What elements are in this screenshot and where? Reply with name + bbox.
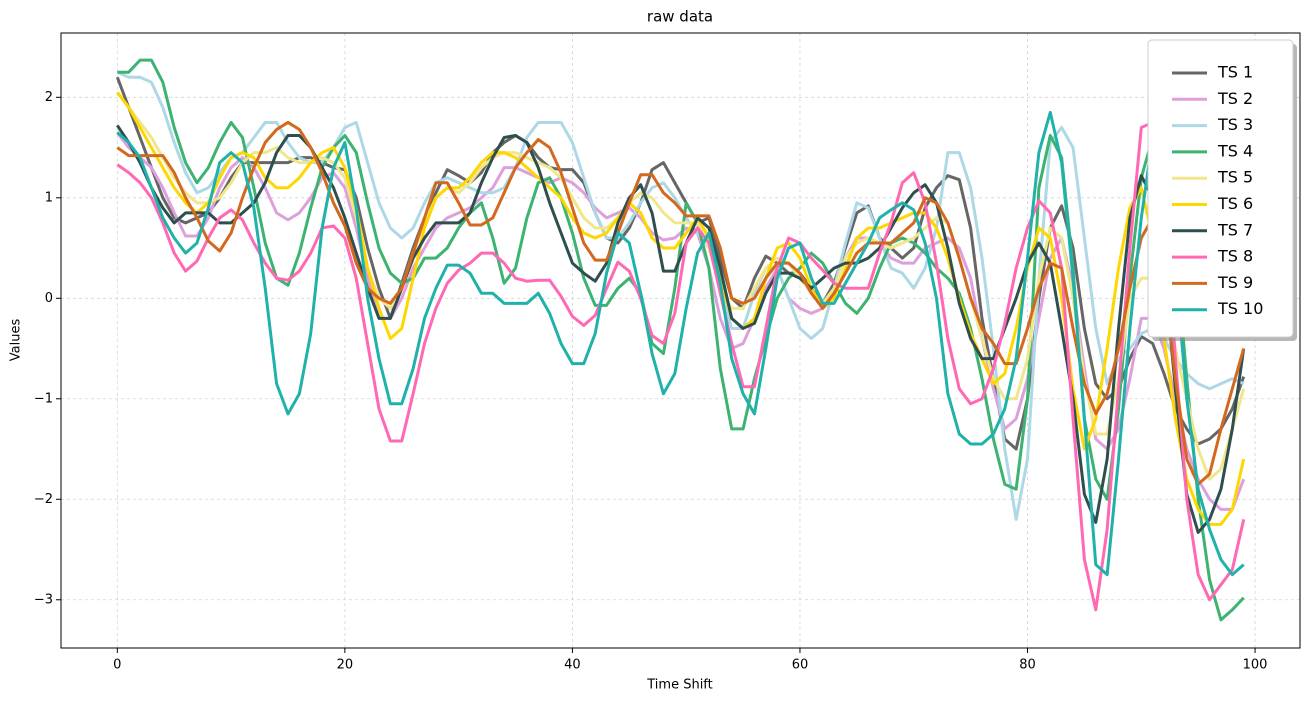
series-line: [116, 91, 1246, 526]
plot-frame: [60, 32, 1301, 649]
y-tick-label: 0: [45, 291, 53, 306]
legend-label: TS 7: [1217, 220, 1253, 239]
legend-label: TS 10: [1217, 299, 1263, 318]
x-tick-label: 20: [337, 658, 354, 673]
legend-label: TS 8: [1217, 247, 1253, 266]
series-line: [115, 76, 1246, 451]
chart-title: raw data: [647, 8, 713, 26]
legend-label: TS 1: [1217, 63, 1253, 82]
x-tick-label: 0: [113, 658, 121, 673]
legend-label: TS 6: [1217, 194, 1253, 213]
x-tick-label: 40: [564, 658, 581, 673]
y-tick-label: −3: [34, 592, 53, 607]
series-line: [116, 120, 1246, 612]
y-tick-label: −1: [34, 391, 53, 406]
legend-label: TS 3: [1217, 115, 1253, 134]
series-line: [116, 91, 1246, 481]
x-tick-label: 100: [1243, 658, 1268, 673]
x-tick-label: 80: [1019, 658, 1036, 673]
legend-box: [1147, 39, 1294, 338]
legend-label: TS 4: [1217, 141, 1253, 160]
series-line: [116, 120, 1246, 486]
series-line: [117, 58, 1245, 622]
series-line: [116, 131, 1246, 511]
legend-label: TS 2: [1217, 89, 1253, 108]
series-line: [116, 110, 1245, 577]
series-line: [116, 124, 1246, 534]
x-tick-label: 60: [792, 658, 809, 673]
x-axis-label: Time Shift: [646, 678, 713, 693]
y-axis-label: Values: [9, 319, 24, 362]
legend-label: TS 5: [1217, 168, 1253, 187]
y-tick-label: −2: [34, 492, 53, 507]
y-tick-label: 1: [45, 190, 53, 205]
legend-label: TS 9: [1217, 273, 1253, 292]
y-tick-label: 2: [45, 90, 53, 105]
legend: TS 1 TS 2 TS 3 TS 4 TS 5 TS 6 TS 7 TS 8 TS 9 TS 1…: [1147, 39, 1297, 341]
